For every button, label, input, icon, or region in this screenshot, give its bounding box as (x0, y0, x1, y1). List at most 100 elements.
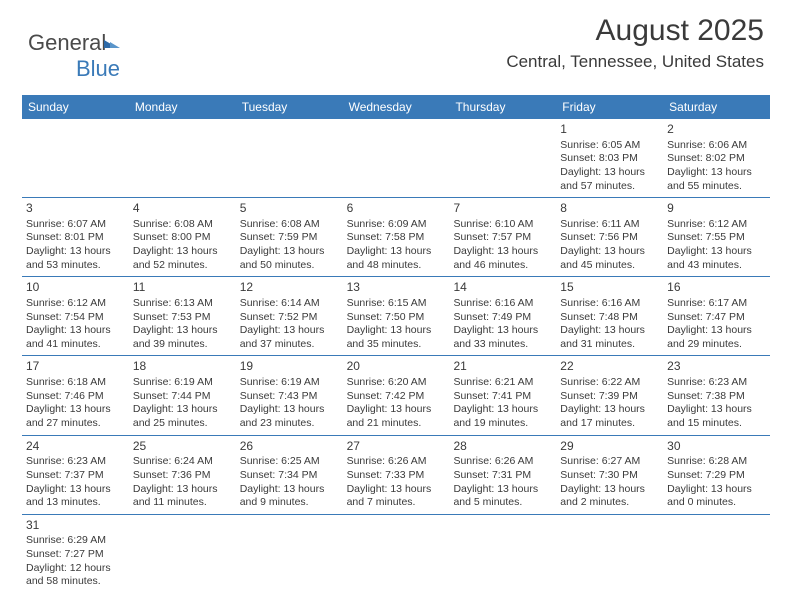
day-daylight2: and 39 minutes. (133, 338, 232, 352)
calendar-header-cell: Thursday (449, 95, 556, 119)
day-sunset: Sunset: 7:30 PM (560, 469, 659, 483)
day-number: 10 (26, 280, 125, 296)
calendar-day-cell: 1Sunrise: 6:05 AMSunset: 8:03 PMDaylight… (556, 119, 663, 197)
day-sunrise: Sunrise: 6:11 AM (560, 218, 659, 232)
day-sunset: Sunset: 8:02 PM (667, 152, 766, 166)
day-sunrise: Sunrise: 6:08 AM (240, 218, 339, 232)
day-daylight1: Daylight: 13 hours (26, 403, 125, 417)
day-sunset: Sunset: 7:58 PM (347, 231, 446, 245)
calendar-day-cell: 20Sunrise: 6:20 AMSunset: 7:42 PMDayligh… (343, 356, 450, 434)
day-daylight2: and 5 minutes. (453, 496, 552, 510)
calendar-empty-cell (343, 119, 450, 197)
day-number: 20 (347, 359, 446, 375)
calendar-empty-cell (236, 515, 343, 593)
day-number: 4 (133, 201, 232, 217)
day-sunset: Sunset: 7:43 PM (240, 390, 339, 404)
page-title: August 2025 (596, 14, 764, 48)
day-daylight1: Daylight: 13 hours (26, 483, 125, 497)
day-daylight1: Daylight: 13 hours (667, 483, 766, 497)
calendar-day-cell: 25Sunrise: 6:24 AMSunset: 7:36 PMDayligh… (129, 436, 236, 514)
day-sunrise: Sunrise: 6:15 AM (347, 297, 446, 311)
day-daylight2: and 21 minutes. (347, 417, 446, 431)
day-sunrise: Sunrise: 6:18 AM (26, 376, 125, 390)
day-sunrise: Sunrise: 6:06 AM (667, 139, 766, 153)
day-daylight1: Daylight: 13 hours (133, 483, 232, 497)
day-daylight1: Daylight: 13 hours (26, 245, 125, 259)
calendar-day-cell: 23Sunrise: 6:23 AMSunset: 7:38 PMDayligh… (663, 356, 770, 434)
day-daylight2: and 23 minutes. (240, 417, 339, 431)
day-daylight1: Daylight: 12 hours (26, 562, 125, 576)
day-sunset: Sunset: 8:01 PM (26, 231, 125, 245)
day-number: 9 (667, 201, 766, 217)
calendar-empty-cell (129, 119, 236, 197)
day-daylight1: Daylight: 13 hours (453, 245, 552, 259)
day-number: 24 (26, 439, 125, 455)
day-number: 2 (667, 122, 766, 138)
day-sunrise: Sunrise: 6:27 AM (560, 455, 659, 469)
logo-text-1: General (28, 30, 106, 55)
day-sunset: Sunset: 7:55 PM (667, 231, 766, 245)
calendar-day-cell: 8Sunrise: 6:11 AMSunset: 7:56 PMDaylight… (556, 198, 663, 276)
calendar-day-cell: 31Sunrise: 6:29 AMSunset: 7:27 PMDayligh… (22, 515, 129, 593)
day-daylight1: Daylight: 13 hours (560, 245, 659, 259)
day-sunset: Sunset: 7:31 PM (453, 469, 552, 483)
day-sunset: Sunset: 7:34 PM (240, 469, 339, 483)
day-daylight1: Daylight: 13 hours (240, 245, 339, 259)
day-daylight2: and 58 minutes. (26, 575, 125, 589)
day-daylight2: and 55 minutes. (667, 180, 766, 194)
calendar-empty-cell (449, 515, 556, 593)
calendar-day-cell: 3Sunrise: 6:07 AMSunset: 8:01 PMDaylight… (22, 198, 129, 276)
calendar-week-row: 31Sunrise: 6:29 AMSunset: 7:27 PMDayligh… (22, 515, 770, 593)
day-sunrise: Sunrise: 6:16 AM (453, 297, 552, 311)
day-sunset: Sunset: 7:57 PM (453, 231, 552, 245)
day-sunrise: Sunrise: 6:14 AM (240, 297, 339, 311)
calendar-day-cell: 5Sunrise: 6:08 AMSunset: 7:59 PMDaylight… (236, 198, 343, 276)
calendar-week-row: 1Sunrise: 6:05 AMSunset: 8:03 PMDaylight… (22, 119, 770, 198)
day-daylight1: Daylight: 13 hours (133, 324, 232, 338)
day-sunset: Sunset: 7:49 PM (453, 311, 552, 325)
day-sunset: Sunset: 7:38 PM (667, 390, 766, 404)
day-sunrise: Sunrise: 6:19 AM (133, 376, 232, 390)
calendar-header-cell: Saturday (663, 95, 770, 119)
day-number: 1 (560, 122, 659, 138)
calendar-day-cell: 9Sunrise: 6:12 AMSunset: 7:55 PMDaylight… (663, 198, 770, 276)
calendar-empty-cell (129, 515, 236, 593)
day-daylight1: Daylight: 13 hours (26, 324, 125, 338)
day-daylight1: Daylight: 13 hours (667, 403, 766, 417)
day-number: 16 (667, 280, 766, 296)
day-sunrise: Sunrise: 6:17 AM (667, 297, 766, 311)
calendar-day-cell: 21Sunrise: 6:21 AMSunset: 7:41 PMDayligh… (449, 356, 556, 434)
day-sunrise: Sunrise: 6:26 AM (453, 455, 552, 469)
day-sunset: Sunset: 7:46 PM (26, 390, 125, 404)
day-number: 29 (560, 439, 659, 455)
calendar-day-cell: 14Sunrise: 6:16 AMSunset: 7:49 PMDayligh… (449, 277, 556, 355)
calendar-empty-cell (663, 515, 770, 593)
day-daylight1: Daylight: 13 hours (133, 245, 232, 259)
day-sunset: Sunset: 7:42 PM (347, 390, 446, 404)
calendar-header-row: SundayMondayTuesdayWednesdayThursdayFrid… (22, 95, 770, 119)
day-sunrise: Sunrise: 6:21 AM (453, 376, 552, 390)
calendar-day-cell: 6Sunrise: 6:09 AMSunset: 7:58 PMDaylight… (343, 198, 450, 276)
calendar-header-cell: Tuesday (236, 95, 343, 119)
calendar-week-row: 24Sunrise: 6:23 AMSunset: 7:37 PMDayligh… (22, 436, 770, 515)
calendar-day-cell: 15Sunrise: 6:16 AMSunset: 7:48 PMDayligh… (556, 277, 663, 355)
day-sunset: Sunset: 7:41 PM (453, 390, 552, 404)
day-daylight1: Daylight: 13 hours (560, 483, 659, 497)
day-daylight2: and 52 minutes. (133, 259, 232, 273)
calendar-day-cell: 24Sunrise: 6:23 AMSunset: 7:37 PMDayligh… (22, 436, 129, 514)
day-sunrise: Sunrise: 6:09 AM (347, 218, 446, 232)
day-daylight1: Daylight: 13 hours (667, 324, 766, 338)
day-daylight2: and 25 minutes. (133, 417, 232, 431)
day-number: 17 (26, 359, 125, 375)
calendar-day-cell: 26Sunrise: 6:25 AMSunset: 7:34 PMDayligh… (236, 436, 343, 514)
day-sunset: Sunset: 7:54 PM (26, 311, 125, 325)
day-number: 5 (240, 201, 339, 217)
day-number: 13 (347, 280, 446, 296)
day-daylight1: Daylight: 13 hours (347, 245, 446, 259)
calendar-grid: SundayMondayTuesdayWednesdayThursdayFrid… (22, 95, 770, 593)
day-number: 11 (133, 280, 232, 296)
day-number: 6 (347, 201, 446, 217)
calendar-day-cell: 16Sunrise: 6:17 AMSunset: 7:47 PMDayligh… (663, 277, 770, 355)
day-sunset: Sunset: 7:50 PM (347, 311, 446, 325)
day-daylight1: Daylight: 13 hours (347, 403, 446, 417)
